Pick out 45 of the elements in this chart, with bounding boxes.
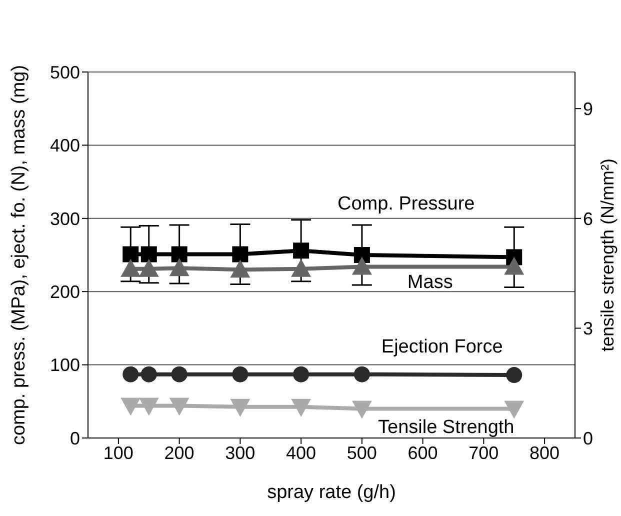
- y2-tick-label: 6: [583, 208, 594, 229]
- y-tick-label: 300: [50, 208, 80, 229]
- y-tick-label: 0: [70, 428, 80, 448]
- x-tick-label: 700: [468, 442, 499, 463]
- x-tick-label: 800: [530, 442, 560, 463]
- series-label: Comp. Pressure: [337, 194, 475, 215]
- point: [232, 246, 248, 262]
- x-tick-label: 400: [286, 442, 316, 463]
- point: [122, 246, 139, 262]
- point: [354, 247, 370, 263]
- point: [232, 366, 248, 382]
- y2-tick-label: 3: [583, 318, 594, 339]
- y-axis-title: comp. press. (MPa), eject. fo. (N), mass (mg): [8, 64, 30, 446]
- x-axis-title: spray rate (g/h): [267, 482, 396, 503]
- point: [291, 258, 312, 277]
- series-label: Mass: [407, 272, 453, 294]
- point: [230, 260, 250, 278]
- point: [354, 366, 370, 382]
- y2-axis-title: tensile strength (N/mm²): [597, 158, 618, 352]
- point: [293, 366, 310, 382]
- point: [171, 366, 188, 382]
- y2-tick-label: 0: [583, 428, 594, 448]
- point: [171, 246, 188, 262]
- point: [169, 258, 190, 276]
- point: [506, 367, 522, 384]
- x-tick-label: 200: [164, 442, 194, 463]
- series-label: Ejection Force: [381, 336, 503, 358]
- y-tick-label: 100: [50, 355, 80, 376]
- point: [120, 258, 141, 277]
- point: [352, 256, 372, 275]
- y-tick-label: 500: [50, 62, 80, 82]
- point: [140, 366, 157, 382]
- series-label: Tensile Strength: [378, 417, 514, 438]
- point: [122, 366, 139, 382]
- y-tick-label: 400: [50, 136, 80, 156]
- point: [138, 258, 159, 277]
- y-tick-label: 200: [50, 282, 80, 302]
- y2-tick-label: 9: [583, 98, 594, 119]
- x-tick-label: 500: [346, 442, 377, 463]
- x-tick-label: 600: [408, 442, 438, 463]
- x-tick-label: 100: [103, 442, 134, 463]
- point: [504, 256, 524, 275]
- point: [140, 246, 157, 262]
- point: [293, 242, 310, 259]
- x-tick-label: 300: [225, 442, 256, 463]
